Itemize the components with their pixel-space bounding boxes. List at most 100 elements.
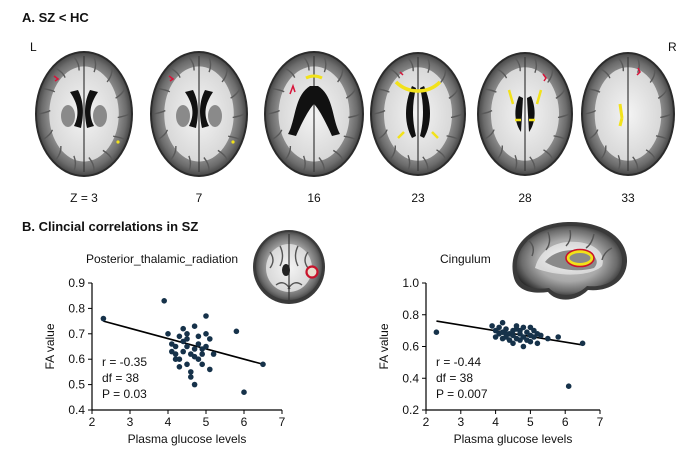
scatter-point [520,324,527,331]
scatter-point [191,323,198,330]
scatter-point [433,329,440,336]
slice-label: 23 [411,191,425,205]
stats-annotation: P = 0.03 [102,387,147,401]
scatter-point [527,338,534,345]
scatter-point [503,331,509,337]
axial-slice-5 [581,52,675,176]
coronal-brain-inset [253,230,325,304]
x-tick-label: 5 [527,415,534,429]
scatter-point [176,333,183,340]
scatter-point [241,389,247,396]
x-tick-label: 3 [457,415,464,429]
axial-slice-0 [35,51,133,177]
stats-annotation: df = 38 [436,371,473,385]
scatter-point [207,366,213,373]
scatter-point [503,326,509,332]
scatter-point [184,336,190,342]
cingulum-roi-marker [565,248,595,268]
stats-annotation: r = -0.44 [436,355,481,369]
y-tick-label: 1.0 [402,276,419,290]
scatter-point [489,323,495,329]
right-hemisphere-label: R [668,40,677,54]
scatter-point [176,364,183,370]
scatter-point [180,348,186,355]
scatter-point [199,351,205,357]
scatter-point [565,383,572,390]
scatter-point [510,340,516,347]
x-tick-label: 5 [203,415,210,429]
sagittal-brain-inset [512,221,628,300]
axial-slice-1 [150,51,248,177]
scatter-point [492,334,499,340]
x-tick-label: 4 [165,415,172,429]
scatter-point [496,324,502,331]
scatter-point [195,341,202,347]
scatter-point [527,324,534,331]
chart-title: Posterior_thalamic_radiation [86,252,238,266]
scatter-point [188,374,194,380]
y-axis-label: FA value [43,323,57,369]
scatter-point [172,343,179,350]
scatter-point [184,343,190,350]
slice-label: 28 [518,191,532,205]
scatter-point [100,315,107,322]
scatter-point [555,334,561,340]
x-tick-label: 4 [492,415,499,429]
scatter-point [210,351,217,357]
x-tick-label: 7 [279,415,286,429]
x-tick-label: 6 [241,415,248,429]
axial-slice-2 [264,51,364,177]
scatter-point [579,340,586,347]
y-tick-label: 0.6 [68,352,85,366]
scatter-point [517,337,523,343]
axial-slice-3 [370,52,466,176]
chart-cingulum: Cingulum 2 3 4 5 6 7 0.2 0.4 0.6 0.8 1.0 Plasma gluc… [377,252,604,446]
panel-b-title: B. Clincial correlations in SZ [22,219,198,234]
x-tick-label: 2 [423,415,430,429]
scatter-point [161,298,167,304]
stats-annotation: df = 38 [102,371,139,385]
scatter-point [191,381,198,388]
scatter-point [203,331,209,337]
axial-slice-4 [477,52,573,176]
stats-annotation: r = -0.35 [102,355,147,369]
scatter-point [184,361,190,368]
x-tick-label: 6 [562,415,569,429]
y-axis-label: FA value [377,323,391,369]
scatter-point [188,369,194,375]
x-axis-label: Plasma glucose levels [454,432,573,446]
y-tick-label: 0.2 [402,403,419,417]
scatter-point [199,346,205,352]
scatter-point [534,340,541,347]
y-tick-label: 0.6 [402,340,419,354]
left-hemisphere-label: L [30,40,37,54]
scatter-point [203,313,209,319]
scatter-point [233,328,240,335]
chart-posterior-thalamic-radiation: Posterior_thalamic_radiation 2 3 4 5 6 7 0.4 0.5… [43,252,286,446]
x-axis-label: Plasma glucose levels [128,432,247,446]
scatter-point [207,336,213,342]
panel-a-title: A. SZ < HC [22,10,89,25]
axial-slices: Z = 3 7 16 23 28 33 [35,51,675,205]
slice-label: Z = 3 [70,191,98,205]
slice-label: 7 [196,191,203,205]
y-tick-label: 0.8 [68,301,85,315]
slice-label: 33 [621,191,635,205]
scatter-point [499,335,506,342]
scatter-point [184,331,190,337]
scatter-point [260,361,266,368]
x-tick-label: 2 [89,415,96,429]
x-tick-label: 3 [127,415,134,429]
stats-annotation: P = 0.007 [436,387,488,401]
scatter-point [191,353,198,360]
scatter-point [195,333,202,340]
roi-ring-marker [305,265,319,279]
scatter-point [520,343,527,350]
scatter-point [172,351,179,357]
y-tick-label: 0.5 [68,378,85,392]
chart-title: Cingulum [440,252,491,266]
scatter-point [534,331,541,337]
scatter-point [165,331,171,337]
y-tick-label: 0.9 [68,276,85,290]
